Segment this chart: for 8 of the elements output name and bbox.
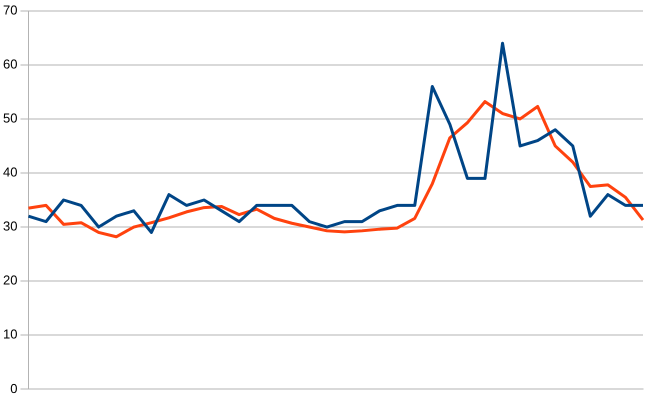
y-tick-label: 10 [2, 326, 18, 342]
y-tick-label: 20 [2, 272, 18, 288]
y-tick-label: 40 [2, 164, 18, 180]
y-tick-label: 50 [2, 110, 18, 126]
y-tick-label: 60 [2, 56, 18, 72]
y-tick-label: 70 [2, 2, 18, 18]
y-tick-label: 0 [10, 380, 18, 396]
y-tick-label: 30 [2, 218, 18, 234]
